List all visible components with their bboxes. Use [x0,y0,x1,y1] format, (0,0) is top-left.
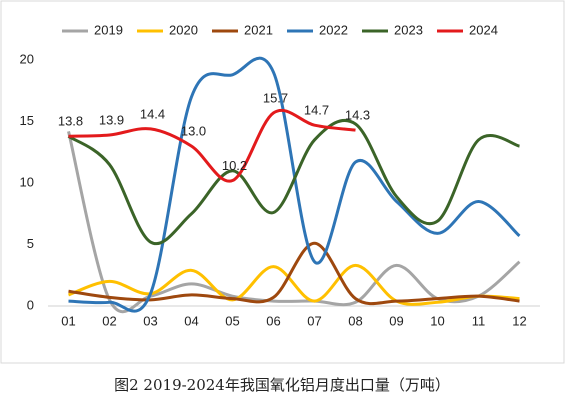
series-line [67,118,520,246]
data-label: 14.4 [140,106,165,121]
y-tick-label: 10 [20,174,34,189]
legend-label: 2023 [394,22,423,37]
x-tick-label: 10 [430,313,444,328]
x-tick-label: 07 [307,313,321,328]
x-tick-label: 08 [348,313,362,328]
data-label: 14.7 [304,103,329,118]
x-tick-label: 01 [61,313,75,328]
x-tick-label: 12 [512,313,526,328]
x-tick-label: 06 [266,313,280,328]
legend-label: 2020 [169,22,198,37]
x-tick-label: 04 [184,313,198,328]
y-tick-label: 0 [27,297,34,312]
x-tick-label: 11 [472,313,486,328]
y-tick-label: 20 [20,51,34,66]
data-label: 13.0 [181,124,206,139]
x-tick-label: 09 [389,313,403,328]
legend-label: 2021 [244,22,273,37]
x-tick-label: 02 [102,313,116,328]
chart-frame [0,0,565,364]
x-tick-label: 03 [143,313,157,328]
data-label: 13.8 [58,114,83,129]
data-label: 15.7 [263,90,288,105]
series-line [68,56,521,313]
x-tick-label: 05 [225,313,239,328]
legend-label: 2019 [94,22,123,37]
y-tick-label: 5 [27,236,34,251]
series-line [67,263,520,306]
legend-label: 2024 [469,22,498,37]
legend-label: 2022 [319,22,348,37]
data-label: 14.3 [345,108,370,123]
chart-title: 图2 2019-2024年我国氧化铝月度出口量（万吨） [114,376,450,394]
y-tick-label: 15 [20,113,34,128]
data-label: 10.2 [222,158,247,173]
data-label: 13.9 [99,112,124,127]
series-line [68,109,356,183]
